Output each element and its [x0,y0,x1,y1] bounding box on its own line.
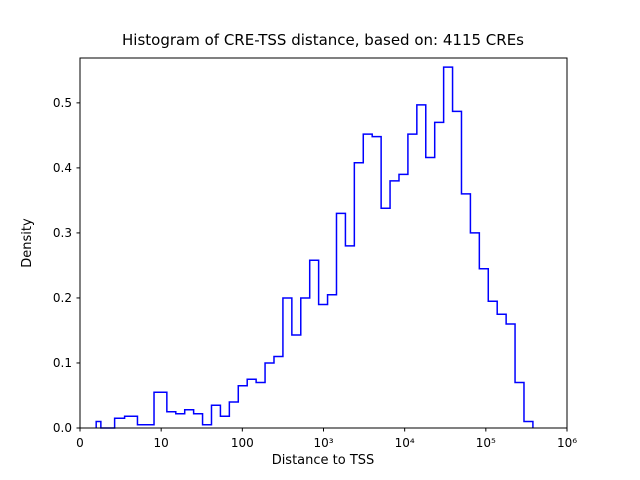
y-tick-label: 0.0 [53,421,72,435]
x-axis-label: Distance to TSS [272,453,375,468]
y-tick-label: 0.4 [53,161,72,175]
y-axis-label: Density [20,218,35,268]
x-tick-label: 10⁶ [557,436,577,450]
y-tick-label: 0.5 [53,96,72,110]
x-tick-label: 0 [76,436,84,450]
y-tick-label: 0.2 [53,291,72,305]
y-tick-label: 0.3 [53,226,72,240]
histogram-step-path [95,66,534,429]
x-tick-label: 10³ [313,436,333,450]
plot-area [80,58,567,428]
y-tick-label: 0.1 [53,356,72,370]
y-axis: 0.0 0.1 0.2 0.3 0.4 0.5 [53,96,80,435]
x-tick-label: 10 [154,436,169,450]
x-tick-label: 100 [231,436,254,450]
x-axis: 0 10 100 10³ 10⁴ 10⁵ 10⁶ [76,428,577,450]
x-tick-label: 10⁵ [476,436,496,450]
x-tick-label: 10⁴ [395,436,415,450]
plot-title: Histogram of CRE-TSS distance, based on:… [122,31,524,49]
